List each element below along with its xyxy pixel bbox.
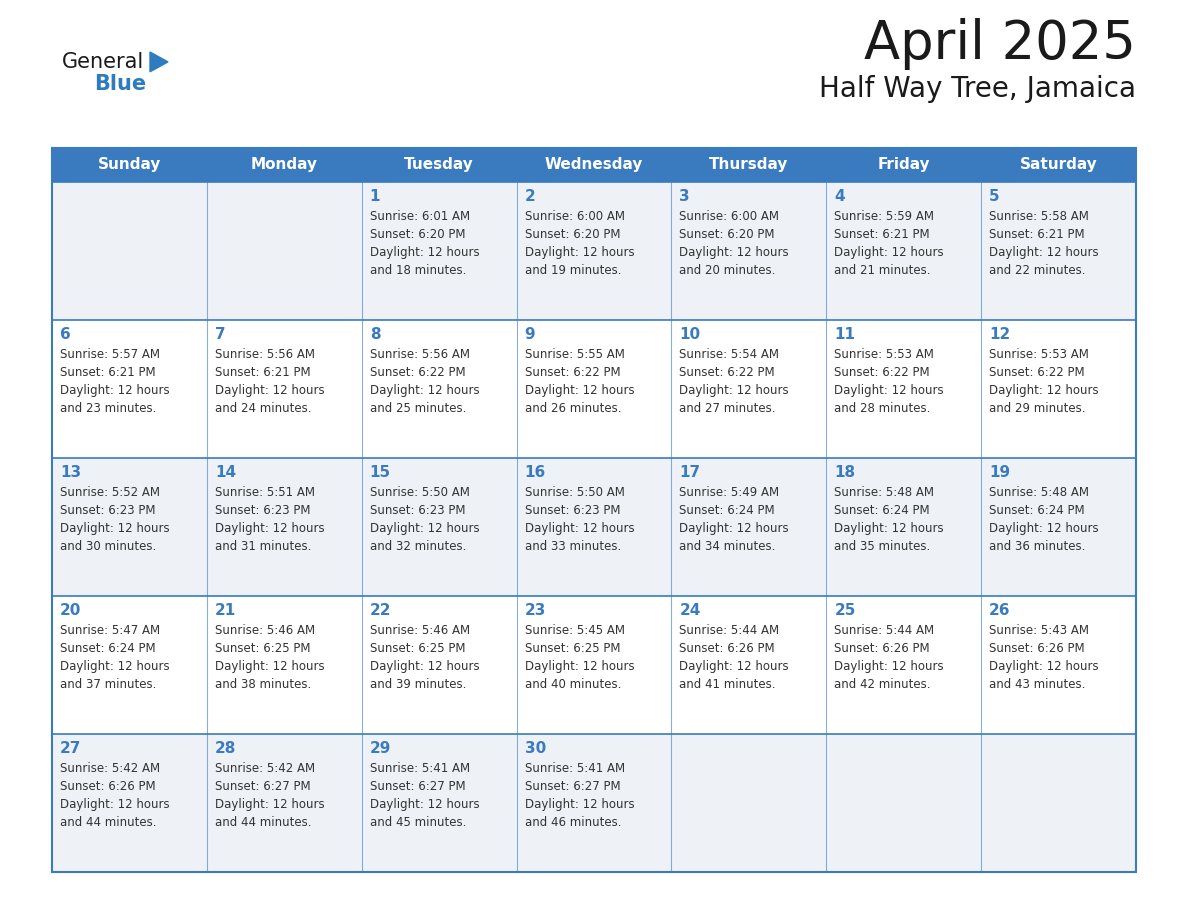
Text: 8: 8 bbox=[369, 327, 380, 342]
Text: 22: 22 bbox=[369, 603, 391, 618]
Text: Sunrise: 5:43 AM
Sunset: 6:26 PM
Daylight: 12 hours
and 43 minutes.: Sunrise: 5:43 AM Sunset: 6:26 PM Dayligh… bbox=[990, 624, 1099, 691]
Text: 1: 1 bbox=[369, 189, 380, 204]
Text: Sunrise: 5:56 AM
Sunset: 6:21 PM
Daylight: 12 hours
and 24 minutes.: Sunrise: 5:56 AM Sunset: 6:21 PM Dayligh… bbox=[215, 348, 324, 415]
Text: Sunrise: 5:42 AM
Sunset: 6:26 PM
Daylight: 12 hours
and 44 minutes.: Sunrise: 5:42 AM Sunset: 6:26 PM Dayligh… bbox=[61, 762, 170, 829]
Text: Sunrise: 5:48 AM
Sunset: 6:24 PM
Daylight: 12 hours
and 36 minutes.: Sunrise: 5:48 AM Sunset: 6:24 PM Dayligh… bbox=[990, 486, 1099, 553]
Text: 6: 6 bbox=[61, 327, 71, 342]
Text: Sunrise: 5:55 AM
Sunset: 6:22 PM
Daylight: 12 hours
and 26 minutes.: Sunrise: 5:55 AM Sunset: 6:22 PM Dayligh… bbox=[525, 348, 634, 415]
Text: Sunrise: 5:51 AM
Sunset: 6:23 PM
Daylight: 12 hours
and 31 minutes.: Sunrise: 5:51 AM Sunset: 6:23 PM Dayligh… bbox=[215, 486, 324, 553]
Text: Sunrise: 5:54 AM
Sunset: 6:22 PM
Daylight: 12 hours
and 27 minutes.: Sunrise: 5:54 AM Sunset: 6:22 PM Dayligh… bbox=[680, 348, 789, 415]
Text: 10: 10 bbox=[680, 327, 701, 342]
Text: 24: 24 bbox=[680, 603, 701, 618]
Bar bbox=[52, 458, 1136, 596]
Text: Saturday: Saturday bbox=[1019, 158, 1098, 173]
Text: 23: 23 bbox=[525, 603, 546, 618]
Text: April 2025: April 2025 bbox=[864, 18, 1136, 70]
Bar bbox=[52, 320, 1136, 458]
Text: Sunrise: 5:49 AM
Sunset: 6:24 PM
Daylight: 12 hours
and 34 minutes.: Sunrise: 5:49 AM Sunset: 6:24 PM Dayligh… bbox=[680, 486, 789, 553]
Text: 4: 4 bbox=[834, 189, 845, 204]
Text: General: General bbox=[62, 52, 144, 72]
Text: 11: 11 bbox=[834, 327, 855, 342]
Text: 18: 18 bbox=[834, 465, 855, 480]
Text: Sunrise: 5:41 AM
Sunset: 6:27 PM
Daylight: 12 hours
and 46 minutes.: Sunrise: 5:41 AM Sunset: 6:27 PM Dayligh… bbox=[525, 762, 634, 829]
Text: Sunrise: 5:50 AM
Sunset: 6:23 PM
Daylight: 12 hours
and 33 minutes.: Sunrise: 5:50 AM Sunset: 6:23 PM Dayligh… bbox=[525, 486, 634, 553]
Text: 30: 30 bbox=[525, 741, 545, 756]
Text: 27: 27 bbox=[61, 741, 81, 756]
Bar bbox=[52, 734, 1136, 872]
Text: 21: 21 bbox=[215, 603, 236, 618]
Text: Sunrise: 5:56 AM
Sunset: 6:22 PM
Daylight: 12 hours
and 25 minutes.: Sunrise: 5:56 AM Sunset: 6:22 PM Dayligh… bbox=[369, 348, 479, 415]
Text: 7: 7 bbox=[215, 327, 226, 342]
Text: Sunrise: 6:00 AM
Sunset: 6:20 PM
Daylight: 12 hours
and 20 minutes.: Sunrise: 6:00 AM Sunset: 6:20 PM Dayligh… bbox=[680, 210, 789, 277]
Text: Sunrise: 5:53 AM
Sunset: 6:22 PM
Daylight: 12 hours
and 28 minutes.: Sunrise: 5:53 AM Sunset: 6:22 PM Dayligh… bbox=[834, 348, 944, 415]
Text: 25: 25 bbox=[834, 603, 855, 618]
Polygon shape bbox=[150, 52, 168, 72]
Text: 12: 12 bbox=[990, 327, 1010, 342]
Text: 2: 2 bbox=[525, 189, 536, 204]
Text: Sunrise: 5:58 AM
Sunset: 6:21 PM
Daylight: 12 hours
and 22 minutes.: Sunrise: 5:58 AM Sunset: 6:21 PM Dayligh… bbox=[990, 210, 1099, 277]
Text: 9: 9 bbox=[525, 327, 536, 342]
Text: Sunrise: 5:53 AM
Sunset: 6:22 PM
Daylight: 12 hours
and 29 minutes.: Sunrise: 5:53 AM Sunset: 6:22 PM Dayligh… bbox=[990, 348, 1099, 415]
Text: Sunrise: 5:44 AM
Sunset: 6:26 PM
Daylight: 12 hours
and 41 minutes.: Sunrise: 5:44 AM Sunset: 6:26 PM Dayligh… bbox=[680, 624, 789, 691]
Text: 19: 19 bbox=[990, 465, 1010, 480]
Text: Sunrise: 5:41 AM
Sunset: 6:27 PM
Daylight: 12 hours
and 45 minutes.: Sunrise: 5:41 AM Sunset: 6:27 PM Dayligh… bbox=[369, 762, 479, 829]
Text: 26: 26 bbox=[990, 603, 1011, 618]
Text: Sunrise: 5:46 AM
Sunset: 6:25 PM
Daylight: 12 hours
and 38 minutes.: Sunrise: 5:46 AM Sunset: 6:25 PM Dayligh… bbox=[215, 624, 324, 691]
Text: Wednesday: Wednesday bbox=[545, 158, 643, 173]
Bar bbox=[52, 596, 1136, 734]
Text: 20: 20 bbox=[61, 603, 81, 618]
Text: Sunday: Sunday bbox=[97, 158, 162, 173]
Text: Sunrise: 5:45 AM
Sunset: 6:25 PM
Daylight: 12 hours
and 40 minutes.: Sunrise: 5:45 AM Sunset: 6:25 PM Dayligh… bbox=[525, 624, 634, 691]
Text: Monday: Monday bbox=[251, 158, 317, 173]
Text: Sunrise: 5:48 AM
Sunset: 6:24 PM
Daylight: 12 hours
and 35 minutes.: Sunrise: 5:48 AM Sunset: 6:24 PM Dayligh… bbox=[834, 486, 944, 553]
Text: 13: 13 bbox=[61, 465, 81, 480]
Text: 5: 5 bbox=[990, 189, 1000, 204]
Text: 29: 29 bbox=[369, 741, 391, 756]
Text: 17: 17 bbox=[680, 465, 701, 480]
Text: Sunrise: 5:52 AM
Sunset: 6:23 PM
Daylight: 12 hours
and 30 minutes.: Sunrise: 5:52 AM Sunset: 6:23 PM Dayligh… bbox=[61, 486, 170, 553]
Bar bbox=[52, 182, 1136, 320]
Text: Sunrise: 5:42 AM
Sunset: 6:27 PM
Daylight: 12 hours
and 44 minutes.: Sunrise: 5:42 AM Sunset: 6:27 PM Dayligh… bbox=[215, 762, 324, 829]
Bar bbox=[52, 148, 1136, 182]
Text: 28: 28 bbox=[215, 741, 236, 756]
Text: Friday: Friday bbox=[878, 158, 930, 173]
Text: Sunrise: 6:00 AM
Sunset: 6:20 PM
Daylight: 12 hours
and 19 minutes.: Sunrise: 6:00 AM Sunset: 6:20 PM Dayligh… bbox=[525, 210, 634, 277]
Text: Sunrise: 5:47 AM
Sunset: 6:24 PM
Daylight: 12 hours
and 37 minutes.: Sunrise: 5:47 AM Sunset: 6:24 PM Dayligh… bbox=[61, 624, 170, 691]
Text: Sunrise: 5:50 AM
Sunset: 6:23 PM
Daylight: 12 hours
and 32 minutes.: Sunrise: 5:50 AM Sunset: 6:23 PM Dayligh… bbox=[369, 486, 479, 553]
Text: 3: 3 bbox=[680, 189, 690, 204]
Text: Sunrise: 5:59 AM
Sunset: 6:21 PM
Daylight: 12 hours
and 21 minutes.: Sunrise: 5:59 AM Sunset: 6:21 PM Dayligh… bbox=[834, 210, 944, 277]
Text: 16: 16 bbox=[525, 465, 545, 480]
Text: Half Way Tree, Jamaica: Half Way Tree, Jamaica bbox=[819, 75, 1136, 103]
Text: Sunrise: 5:44 AM
Sunset: 6:26 PM
Daylight: 12 hours
and 42 minutes.: Sunrise: 5:44 AM Sunset: 6:26 PM Dayligh… bbox=[834, 624, 944, 691]
Text: 14: 14 bbox=[215, 465, 236, 480]
Text: 15: 15 bbox=[369, 465, 391, 480]
Text: Tuesday: Tuesday bbox=[404, 158, 474, 173]
Bar bbox=[52, 148, 1136, 872]
Text: Thursday: Thursday bbox=[709, 158, 789, 173]
Text: Blue: Blue bbox=[94, 74, 146, 94]
Text: Sunrise: 5:57 AM
Sunset: 6:21 PM
Daylight: 12 hours
and 23 minutes.: Sunrise: 5:57 AM Sunset: 6:21 PM Dayligh… bbox=[61, 348, 170, 415]
Text: Sunrise: 6:01 AM
Sunset: 6:20 PM
Daylight: 12 hours
and 18 minutes.: Sunrise: 6:01 AM Sunset: 6:20 PM Dayligh… bbox=[369, 210, 479, 277]
Text: Sunrise: 5:46 AM
Sunset: 6:25 PM
Daylight: 12 hours
and 39 minutes.: Sunrise: 5:46 AM Sunset: 6:25 PM Dayligh… bbox=[369, 624, 479, 691]
